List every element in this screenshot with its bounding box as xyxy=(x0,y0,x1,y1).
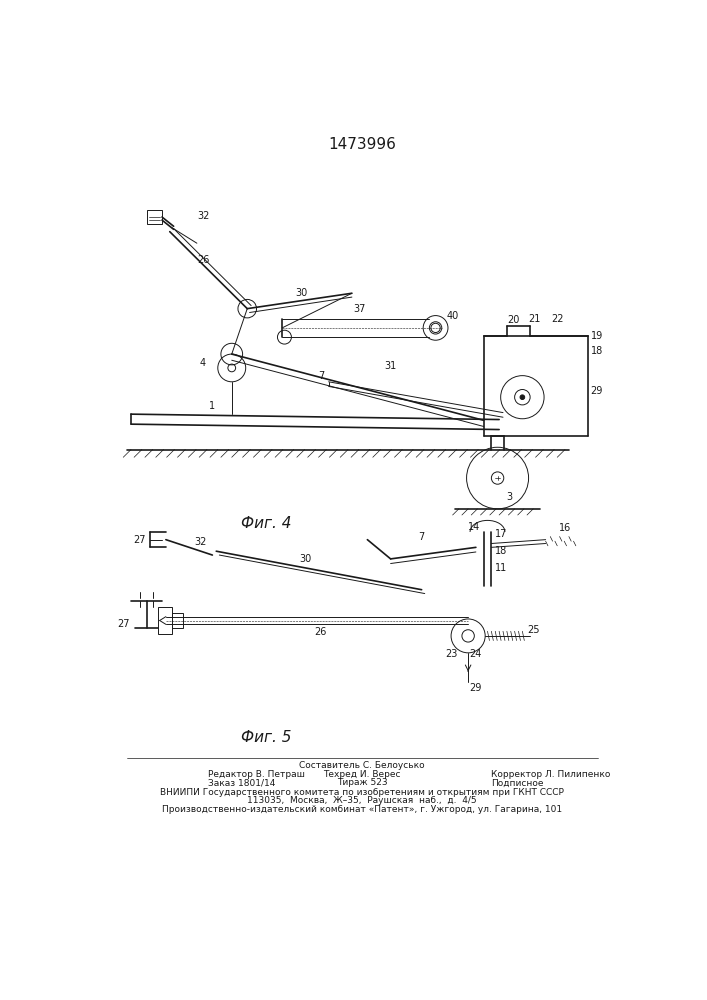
Text: Фиг. 4: Фиг. 4 xyxy=(241,516,292,531)
Text: 40: 40 xyxy=(447,311,459,321)
Text: 20: 20 xyxy=(507,315,519,325)
Text: 14: 14 xyxy=(468,522,481,532)
Text: 31: 31 xyxy=(385,361,397,371)
Circle shape xyxy=(520,395,525,400)
Text: 27: 27 xyxy=(117,619,129,629)
Text: 29: 29 xyxy=(590,386,603,396)
Text: Корректор Л. Пилипенко: Корректор Л. Пилипенко xyxy=(491,770,611,779)
Text: 22: 22 xyxy=(551,314,563,324)
Text: 30: 30 xyxy=(299,554,312,564)
Text: Редактор В. Петраш: Редактор В. Петраш xyxy=(209,770,305,779)
Text: 7: 7 xyxy=(317,371,324,381)
Text: Заказ 1801/14: Заказ 1801/14 xyxy=(209,778,276,787)
Text: 29: 29 xyxy=(469,683,482,693)
Text: ВНИИПИ Государственного комитета по изобретениям и открытиям при ГКНТ СССР: ВНИИПИ Государственного комитета по изоб… xyxy=(160,788,564,797)
Text: 113035,  Москва,  Ж–35,  Раушская  наб.,  д.  4/5: 113035, Москва, Ж–35, Раушская наб., д. … xyxy=(247,796,477,805)
Text: Составитель С. Белоусько: Составитель С. Белоусько xyxy=(299,761,425,770)
Text: 3: 3 xyxy=(506,492,513,502)
Text: 24: 24 xyxy=(469,649,482,659)
Text: 23: 23 xyxy=(445,649,457,659)
Text: 1: 1 xyxy=(209,401,216,411)
Bar xyxy=(146,210,162,224)
Text: 16: 16 xyxy=(559,523,571,533)
Text: Подписное: Подписное xyxy=(491,778,544,787)
Text: 18: 18 xyxy=(495,546,507,556)
Text: 32: 32 xyxy=(197,211,209,221)
Text: 27: 27 xyxy=(134,535,146,545)
Text: 11: 11 xyxy=(495,563,507,573)
Text: 19: 19 xyxy=(590,331,603,341)
Text: 25: 25 xyxy=(527,625,540,635)
Text: Фиг. 5: Фиг. 5 xyxy=(241,730,292,745)
Text: 7: 7 xyxy=(419,532,425,542)
Text: 37: 37 xyxy=(354,304,366,314)
Text: 17: 17 xyxy=(494,529,507,539)
Text: Тираж 523: Тираж 523 xyxy=(337,778,387,787)
Text: 21: 21 xyxy=(528,314,540,324)
Text: 26: 26 xyxy=(315,627,327,637)
Text: 4: 4 xyxy=(200,358,206,368)
Text: 1473996: 1473996 xyxy=(328,137,396,152)
Text: Техред И. Верес: Техред И. Верес xyxy=(323,770,401,779)
Text: 32: 32 xyxy=(194,537,207,547)
Text: 18: 18 xyxy=(590,346,603,356)
Text: 30: 30 xyxy=(296,288,308,298)
Text: Производственно-издательский комбинат «Патент», г. Ужгород, ул. Гагарина, 101: Производственно-издательский комбинат «П… xyxy=(162,805,562,814)
Bar xyxy=(158,607,172,634)
Text: 26: 26 xyxy=(197,255,209,265)
Bar xyxy=(172,613,183,628)
